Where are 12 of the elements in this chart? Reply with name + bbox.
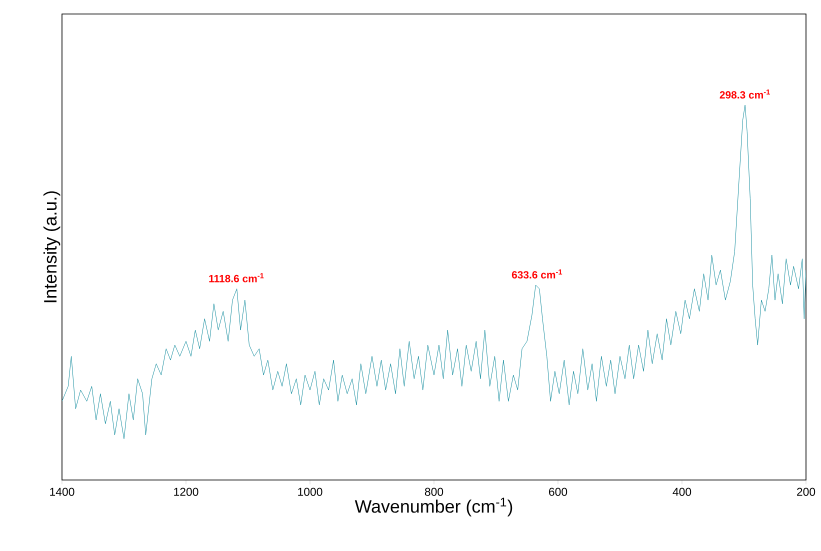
y-axis-title: Intensity (a.u.) <box>43 191 60 302</box>
annotation: 633.6 cm$^{-1}$ <box>512 269 562 279</box>
x-tick-label: 400 <box>672 488 692 496</box>
x-tick-label: 1000 <box>298 488 322 496</box>
x-tick-label: 1400 <box>50 488 74 496</box>
x-tick-label: 600 <box>549 488 568 496</box>
x-tick-label: 200 <box>797 488 816 496</box>
annotation: 298.3 cm$^{-1}$ <box>720 89 770 99</box>
x-tick-label: 800 <box>424 488 444 496</box>
x-axis-title: Wavenumber (cm$^{-1}$) <box>354 498 512 516</box>
x-tick-label: 1200 <box>174 488 198 496</box>
annotation: 1118.6 cm$^{-1}$ <box>209 273 264 282</box>
